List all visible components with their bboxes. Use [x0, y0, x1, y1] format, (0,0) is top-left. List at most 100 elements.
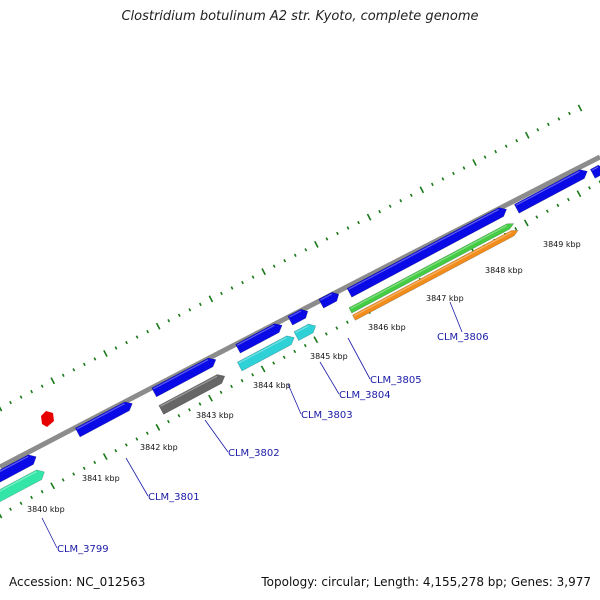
- gene-feature-8: [293, 323, 317, 341]
- outer-tick: [293, 253, 297, 257]
- inner-tick: [514, 227, 518, 231]
- gene-label-leader: [204, 419, 229, 453]
- outer-tick: [198, 302, 202, 307]
- outer-tick: [314, 240, 319, 248]
- gene-feature-14: [589, 164, 600, 179]
- outer-tick: [472, 159, 477, 167]
- gene-feature-13: [513, 169, 588, 214]
- inner-tick: [135, 437, 139, 441]
- gene-label: CLM_3806: [437, 332, 489, 343]
- map-title: Clostridium botulinum A2 str. Kyoto, com…: [121, 9, 479, 24]
- outer-tick: [93, 357, 97, 361]
- gene-feature-3: [151, 357, 217, 398]
- inner-tick: [177, 413, 181, 418]
- outer-tick: [72, 368, 76, 372]
- outer-tick: [230, 286, 234, 290]
- outer-tick: [241, 280, 244, 285]
- inner-tick: [219, 390, 223, 395]
- outer-tick: [336, 231, 339, 236]
- outer-tick: [167, 319, 171, 323]
- outer-tick: [441, 177, 445, 181]
- inner-tick: [303, 343, 307, 348]
- inner-tick: [523, 219, 529, 227]
- outer-tick: [208, 295, 214, 303]
- gene-label-leader: [41, 517, 58, 549]
- outer-tick: [103, 349, 108, 357]
- inner-tick: [40, 489, 44, 494]
- kbp-label: 3840 kbp: [27, 505, 65, 514]
- inner-tick: [61, 478, 65, 482]
- gene-feature-6: [287, 308, 309, 326]
- kbp-label: 3843 kbp: [196, 411, 234, 420]
- gene-label: CLM_3801: [148, 492, 200, 503]
- kbp-labels: 3840 kbp 3841 kbp 3842 kbp 3843 kbp 3844 kbp…: [27, 240, 581, 514]
- inner-tick: [545, 209, 549, 213]
- outer-tick: [177, 313, 181, 317]
- inner-tick: [9, 507, 12, 511]
- outer-tick: [19, 395, 23, 399]
- outer-tick: [546, 122, 550, 127]
- outer-tick: [146, 329, 150, 334]
- inner-tick: [535, 215, 539, 219]
- inner-tick: [230, 384, 234, 389]
- outer-tick: [494, 149, 498, 154]
- gene-feature-9: [318, 291, 340, 309]
- gene-feature-0: [0, 454, 37, 485]
- inner-tick: [0, 513, 3, 519]
- gene-label-leader: [287, 383, 302, 415]
- outer-tick: [388, 204, 392, 208]
- outer-tick: [515, 139, 519, 143]
- inner-tick: [155, 423, 161, 431]
- genome-summary-text: Topology: circular; Length: 4,155,278 bp…: [261, 575, 591, 589]
- outer-tick: [462, 166, 466, 170]
- gene-label: CLM_3803: [301, 410, 353, 421]
- gene-feature-4: [158, 374, 226, 415]
- outer-tick: [483, 155, 487, 159]
- accession-text: Accession: NC_012563: [9, 575, 146, 589]
- outer-tick: [399, 199, 403, 203]
- inner-tick: [260, 365, 266, 373]
- gene-feature-11: [348, 223, 515, 314]
- label-leaders: [41, 301, 463, 549]
- inner-tick: [188, 408, 191, 412]
- outer-tick: [220, 291, 223, 296]
- gene-label: CLM_3802: [228, 448, 280, 459]
- outer-tick: [135, 335, 139, 339]
- outer-tick: [568, 111, 571, 116]
- outer-tick: [0, 406, 3, 412]
- outer-tick: [82, 362, 86, 367]
- red-feature-marker: [41, 411, 54, 427]
- gene-label-leader: [449, 301, 463, 333]
- inner-tick: [166, 419, 170, 424]
- feature-track: [0, 164, 600, 506]
- gene-feature-12: [352, 230, 519, 321]
- inner-tick: [293, 349, 297, 354]
- outer-tick: [366, 213, 372, 221]
- inner-tick: [324, 332, 328, 336]
- outer-tick: [577, 104, 583, 112]
- gene-labels: CLM_3799 CLM_3801 CLM_3802 CLM_3803 CLM_3804…: [57, 332, 489, 555]
- outer-tick: [430, 182, 434, 187]
- outer-tick: [272, 264, 276, 268]
- inner-tick: [30, 495, 34, 500]
- inner-tick: [576, 190, 582, 198]
- inner-tick: [208, 394, 213, 402]
- gene-label: CLM_3799: [57, 544, 109, 555]
- inner-tick: [556, 203, 560, 208]
- outer-tick: [524, 131, 530, 139]
- gene-label-leader: [347, 337, 371, 380]
- kbp-label: 3848 kbp: [485, 266, 523, 275]
- outer-tick: [9, 400, 12, 405]
- inner-tick: [93, 460, 97, 465]
- outer-tick: [61, 373, 65, 377]
- inner-tick: [114, 449, 118, 453]
- inner-tick: [72, 472, 76, 476]
- kbp-label: 3841 kbp: [82, 474, 120, 483]
- outer-tick: [261, 268, 266, 276]
- gene-feature-5: [235, 323, 283, 354]
- inner-tick: [566, 197, 570, 202]
- gene-feature-10: [346, 207, 507, 298]
- inner-tick: [588, 186, 591, 190]
- outer-tick: [188, 308, 192, 312]
- outer-tick: [40, 384, 44, 388]
